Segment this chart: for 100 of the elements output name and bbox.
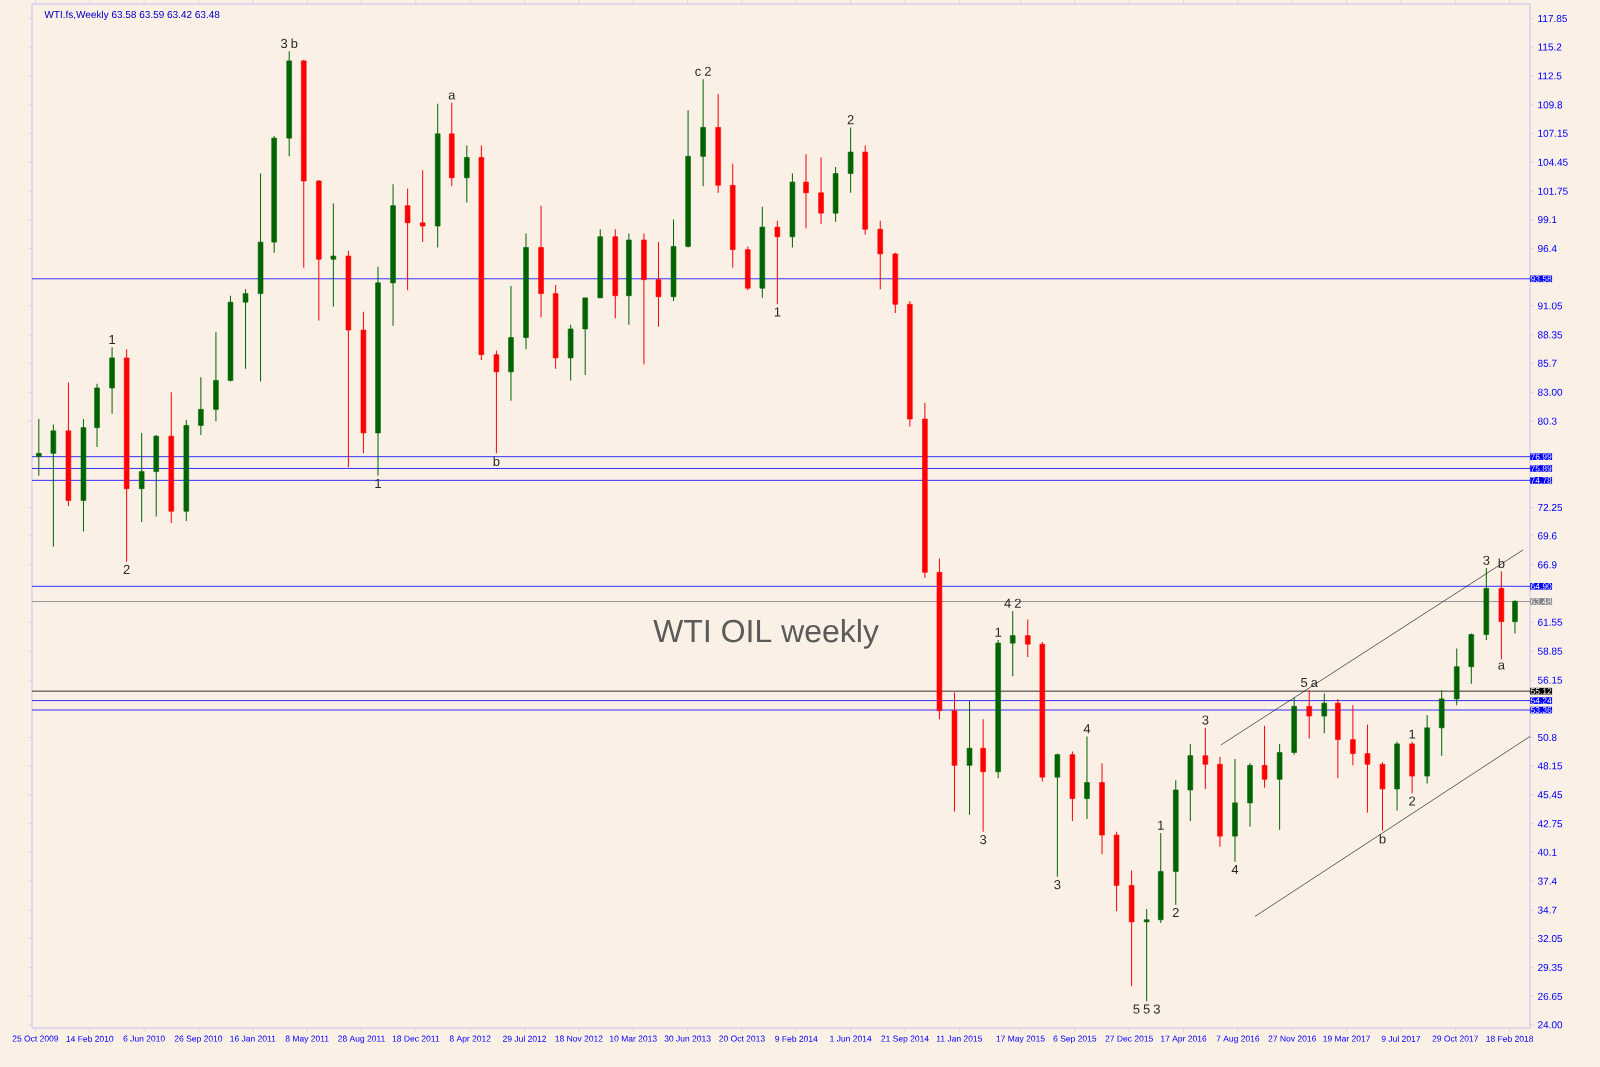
annotation: 1: [774, 307, 781, 317]
x-tick-label: 8 May 2011: [285, 1035, 329, 1044]
candlestick: [198, 376, 204, 436]
candlestick: [1010, 610, 1016, 677]
text: WTI.fs,Weekly 63.58 63.59 63.42 63.48: [44, 10, 220, 20]
candlestick: [404, 187, 411, 291]
x-tick-label: 6 Jun 2010: [123, 1035, 165, 1042]
x-tick-label: 14 Feb 2010: [66, 1035, 114, 1042]
candlestick: [847, 126, 854, 194]
annotation: 4: [1004, 598, 1011, 608]
annotation: 4: [1231, 865, 1239, 874]
x-tick-label: 17 May 2015: [996, 1035, 1045, 1044]
y-tick-label: 80.3: [1537, 417, 1557, 425]
candlestick: [818, 156, 824, 225]
y-tick-label: 24.00: [1538, 1021, 1563, 1029]
annotation: c: [695, 68, 701, 76]
ref-line-label: 93.58: [1530, 275, 1552, 282]
candlestick: [242, 288, 249, 370]
x-tick-label: 18 Dec 2011: [392, 1035, 440, 1042]
annotation: 1: [109, 335, 116, 344]
y-tick-label: 37.4: [1537, 877, 1557, 885]
candlestick: [966, 700, 973, 816]
candlestick: [1350, 704, 1356, 766]
annotation: 2: [123, 564, 130, 574]
x-tick-label: 30 Jun 2013: [664, 1035, 711, 1042]
annotation: 2: [1014, 598, 1021, 608]
y-tick-label: 85.7: [1537, 359, 1557, 367]
annotation: 5: [1133, 1004, 1140, 1014]
annotation: 1: [1409, 729, 1416, 739]
ref-line-label: 53.36: [1530, 707, 1552, 714]
annotation: 3: [280, 38, 288, 49]
x-tick-label: 27 Nov 2016: [1268, 1035, 1316, 1042]
x-tick-label: 29 Jul 2012: [503, 1035, 547, 1042]
y-tick-label: 69.6: [1538, 532, 1557, 540]
annotation: b: [1379, 833, 1386, 844]
candlestick: [1202, 727, 1209, 790]
candlestick: [50, 423, 57, 548]
candlestick: [1261, 725, 1268, 789]
y-tick-label: 56.15: [1537, 676, 1563, 684]
y-tick-label: 109.8: [1538, 101, 1563, 109]
y-tick-label: 91.05: [1538, 302, 1563, 310]
annotation: b: [291, 38, 298, 49]
annotation: 5: [1143, 1004, 1150, 1014]
candlestick: [493, 349, 500, 454]
annotation: a: [1498, 662, 1505, 670]
x-tick-label: 21 Sep 2014: [881, 1035, 929, 1044]
candlestick: [419, 169, 426, 243]
annotation: a: [448, 92, 456, 100]
x-tick-label: 26 Sep 2010: [174, 1035, 223, 1044]
y-tick-label: 99.1: [1538, 216, 1557, 224]
annotation: 1: [995, 627, 1002, 637]
x-tick-label: 25 Oct 2009: [12, 1035, 59, 1042]
annotation: 3: [980, 835, 987, 845]
y-tick-label: 104.45: [1538, 158, 1568, 166]
x-tick-label: 9 Feb 2014: [775, 1035, 818, 1042]
candlestick: [1054, 753, 1061, 878]
candlestick: [36, 418, 42, 477]
annotation: 2: [1172, 907, 1179, 917]
candlestick: [138, 432, 145, 523]
y-tick-label: 45.45: [1537, 791, 1563, 799]
annotation: 5: [1301, 678, 1308, 688]
x-tick-label: 1 Jun 2014: [830, 1035, 872, 1042]
x-tick-label: 16 Jan 2011: [230, 1035, 276, 1042]
x-tick-label: 19 Mar 2017: [1323, 1035, 1370, 1042]
y-tick-label: 48.15: [1537, 762, 1563, 770]
candlestick: [655, 241, 662, 328]
y-tick-label: 50.8: [1537, 733, 1557, 741]
ref-line-label: 55.12: [1530, 688, 1552, 695]
x-tick-label: 28 Aug 2011: [338, 1035, 385, 1044]
y-tick-label: 83.00: [1537, 388, 1563, 396]
candlestick: [774, 220, 781, 305]
annotation: 2: [704, 66, 711, 76]
annotation: 1: [375, 479, 381, 488]
candlestick: [1084, 735, 1090, 820]
annotation: 2: [847, 115, 854, 125]
y-tick-label: 26.65: [1538, 992, 1563, 1000]
x-tick-label: 9 Jul 2017: [1381, 1035, 1421, 1042]
y-tick-label: 42.75: [1537, 820, 1563, 828]
x-tick-label: 6 Sep 2015: [1053, 1035, 1097, 1044]
x-tick-label: 18 Feb 2018: [1486, 1035, 1534, 1042]
candlestick: [330, 203, 337, 307]
annotation: a: [1311, 679, 1318, 688]
x-tick-label: 18 Nov 2012: [555, 1035, 603, 1042]
ref-line-label: 74.78: [1530, 477, 1552, 484]
annotation: 3: [1054, 880, 1061, 890]
candlestick: [1321, 693, 1327, 734]
ref-line-label: 63.48: [1530, 598, 1552, 605]
candlestick: [1512, 599, 1518, 634]
text: WTI OIL weekly: [653, 618, 879, 649]
candlestick: [1364, 724, 1371, 814]
x-tick-label: 10 Mar 2013: [610, 1035, 657, 1042]
y-tick-label: 101.75: [1538, 187, 1568, 195]
x-tick-label: 8 Apr 2012: [449, 1035, 491, 1044]
y-tick-label: 58.85: [1537, 647, 1563, 655]
y-tick-label: 34.7: [1537, 906, 1557, 914]
x-tick-label: 27 Dec 2015: [1105, 1035, 1153, 1042]
candlestick: [1025, 619, 1031, 658]
y-tick-label: 107.15: [1538, 129, 1568, 137]
y-tick-label: 115.2: [1538, 43, 1562, 51]
annotation: 3: [1483, 555, 1490, 565]
